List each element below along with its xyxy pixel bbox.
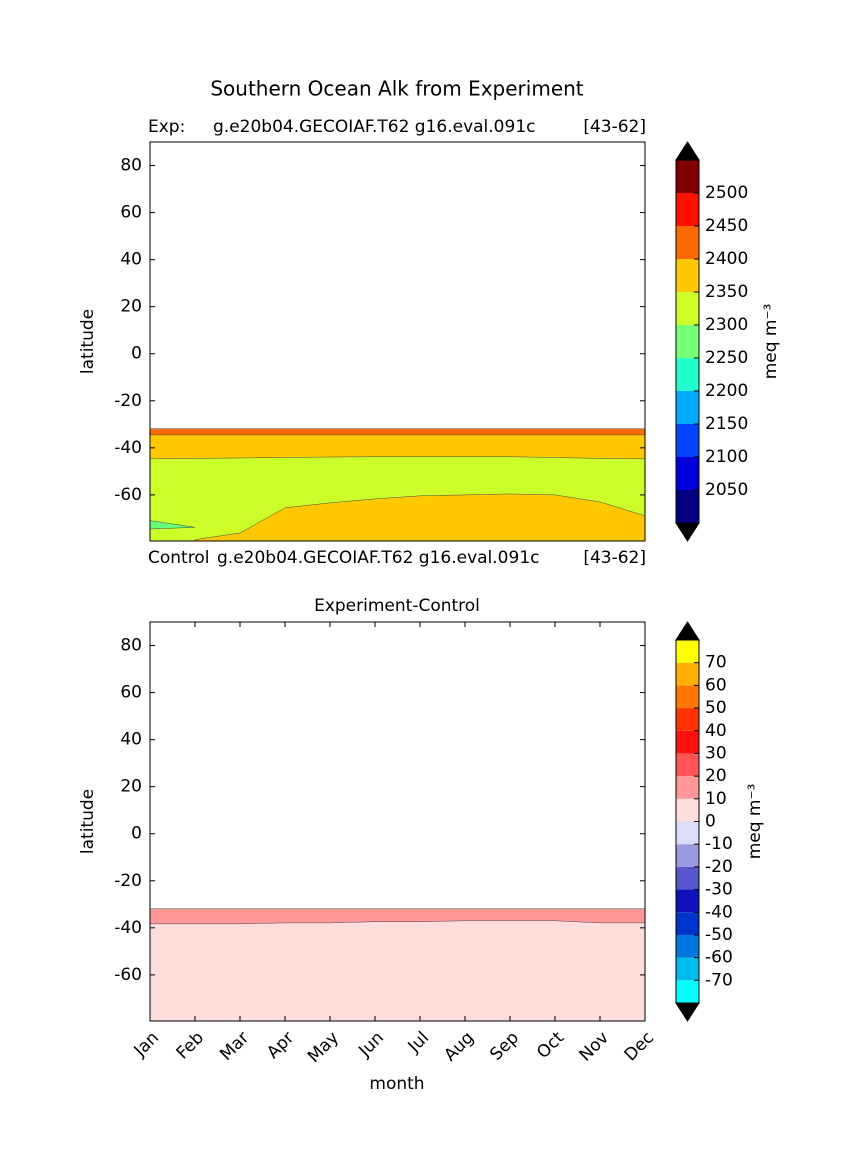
colorbar-tick-label: 2450 <box>705 216 748 236</box>
label-right: [43-62] <box>583 117 646 137</box>
plot-area <box>150 428 645 541</box>
bottom-left: Control <box>148 548 209 568</box>
colorbar-label: meq m⁻³ <box>745 784 765 860</box>
colorbar-tick-label: 2050 <box>705 480 748 500</box>
contour-region <box>150 920 645 1021</box>
colorbar-tick-label: -70 <box>705 970 733 990</box>
colorbar-tick-label: 2400 <box>705 249 748 269</box>
colorbar-tick-label: -40 <box>705 902 733 922</box>
colorbar-segment <box>676 708 699 731</box>
contour-region <box>194 493 645 541</box>
colorbar-segment <box>676 798 699 822</box>
bottom-right: [43-62] <box>583 548 646 568</box>
y-tick-label: -40 <box>114 918 142 938</box>
colorbar-tick-label: 2350 <box>705 282 748 302</box>
y-axis-label: latitude <box>78 309 98 374</box>
y-tick-label: -40 <box>114 438 142 458</box>
axes-frame <box>149 621 646 1022</box>
colorbar-tick-label: 2100 <box>705 447 748 467</box>
colorbar-tick-label: -10 <box>705 834 733 854</box>
colorbar-segment <box>676 490 699 523</box>
colorbar-frame <box>675 159 700 524</box>
colorbar-tick-label: -50 <box>705 925 733 945</box>
y-tick-label: 40 <box>120 730 142 750</box>
axes-frame <box>149 141 646 542</box>
y-tick-label: 20 <box>120 777 142 797</box>
colorbar-tick-label: -30 <box>705 880 733 900</box>
y-axis-label: latitude <box>78 789 98 854</box>
colorbar-segment <box>676 730 699 754</box>
colorbar-segment <box>676 889 699 913</box>
y-tick-label: -20 <box>114 391 142 411</box>
subtitle: Experiment-Control <box>314 596 480 616</box>
colorbar-segment <box>676 844 699 867</box>
colorbar-segment <box>676 325 699 358</box>
colorbar-segment <box>676 160 699 193</box>
y-tick-label: 60 <box>120 683 142 703</box>
colorbar-segment <box>676 391 699 424</box>
colorbar-segment <box>676 640 699 663</box>
figure-title: Southern Ocean Alk from Experiment <box>210 77 583 101</box>
colorbar-segment <box>676 358 699 391</box>
y-tick-label: 0 <box>131 344 142 364</box>
y-tick-label: 80 <box>120 156 142 176</box>
colorbar-segment <box>676 193 699 226</box>
colorbar-tick-label: 50 <box>705 698 727 718</box>
colorbar-segment <box>676 259 699 292</box>
colorbar-tick-label: -20 <box>705 857 733 877</box>
bottom-center: g.e20b04.GECOIAF.T62 g16.eval.091c <box>217 548 539 568</box>
colorbar-segment <box>676 776 699 799</box>
colorbar-segment <box>676 457 699 490</box>
colorbar-tick-label: 20 <box>705 766 727 786</box>
plot-area <box>150 908 645 1021</box>
colorbar-tick-label: 2250 <box>705 348 748 368</box>
colorbar-tick-label: 2300 <box>705 315 748 335</box>
y-tick-label: 20 <box>120 297 142 317</box>
x-axis-label: month <box>369 1074 424 1094</box>
y-tick-label: 0 <box>131 824 142 844</box>
colorbar-tick-label: 0 <box>705 812 716 832</box>
colorbar-tick-label: 2200 <box>705 381 748 401</box>
colorbar-segment <box>676 934 699 958</box>
colorbar-segment <box>676 866 699 890</box>
contour-region <box>150 520 196 530</box>
colorbar-label: meq m⁻³ <box>761 304 781 380</box>
colorbar-tick-label: 40 <box>705 721 727 741</box>
colorbar-segment <box>676 821 699 845</box>
colorbar-tick-label: 60 <box>705 675 727 695</box>
colorbar-tick-label: 30 <box>705 743 727 763</box>
colorbar-segment <box>676 980 699 1003</box>
colorbar-segment <box>676 424 699 457</box>
y-tick-label: 40 <box>120 250 142 270</box>
colorbar-segment <box>676 912 699 935</box>
colorbar-segment <box>676 753 699 777</box>
y-tick-label: -60 <box>114 965 142 985</box>
colorbar-tick-label: 70 <box>705 653 727 673</box>
colorbar-tick-label: -60 <box>705 948 733 968</box>
colorbar-segment <box>676 292 699 325</box>
colorbar-segment <box>676 957 699 981</box>
colorbar-tick-label: 2500 <box>705 183 748 203</box>
y-tick-label: -60 <box>114 485 142 505</box>
colorbar-segment <box>676 685 699 709</box>
colorbar-tick-label: 2150 <box>705 414 748 434</box>
colorbar-segment <box>676 662 699 686</box>
y-tick-label: 80 <box>120 636 142 656</box>
y-tick-label: 60 <box>120 203 142 223</box>
label-center: g.e20b04.GECOIAF.T62 g16.eval.091c <box>213 117 535 137</box>
y-tick-label: -20 <box>114 871 142 891</box>
colorbar-segment <box>676 226 699 259</box>
label-left: Exp: <box>148 117 185 137</box>
colorbar-tick-label: 10 <box>705 789 727 809</box>
